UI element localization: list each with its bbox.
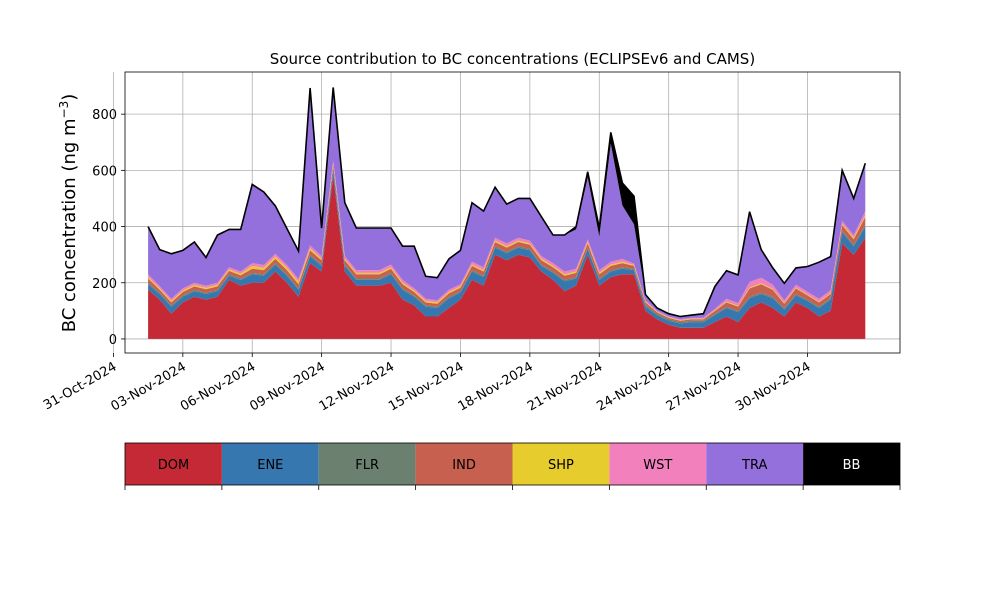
legend-swatch-flr <box>318 443 416 485</box>
legend-label-ene: ENE <box>257 458 283 473</box>
plot-frame <box>124 71 901 354</box>
y-axis-label-main: BC concentration (ng m <box>59 118 80 332</box>
legend: DOM ENE FLR IND SHP WST TRA BB <box>124 442 901 490</box>
y-tick-label: 600 <box>92 164 117 179</box>
chart-title: Source contribution to BC concentrations… <box>270 50 755 68</box>
y-axis-label-superscript: −3 <box>57 101 71 119</box>
y-tick-label: 400 <box>92 221 117 236</box>
legend-label-ind: IND <box>452 458 476 473</box>
legend-label-tra: TRA <box>741 458 767 473</box>
legend-label-shp: SHP <box>548 458 574 473</box>
y-tick-label: 800 <box>92 108 117 123</box>
total-line <box>147 87 867 318</box>
area-dom <box>148 176 866 339</box>
y-axis-label: BC concentration (ng m−3) <box>57 94 80 333</box>
legend-swatch-bb <box>803 443 900 485</box>
y-tick-label: 200 <box>92 277 117 292</box>
legend-swatch-ind <box>415 443 513 485</box>
legend-swatch-ene <box>221 443 319 485</box>
legend-label-dom: DOM <box>158 458 189 473</box>
y-tick-label: 0 <box>109 333 117 348</box>
legend-label-flr: FLR <box>355 458 379 473</box>
legend-label-wst: WST <box>643 458 672 473</box>
legend-swatch-shp <box>512 443 610 485</box>
legend-swatch-wst <box>609 443 707 485</box>
legend-swatch-tra <box>706 443 804 485</box>
y-axis-label-close: ) <box>59 94 80 101</box>
legend-swatch-dom <box>125 443 222 485</box>
area-series <box>147 87 867 339</box>
legend-label-bb: BB <box>843 458 861 473</box>
